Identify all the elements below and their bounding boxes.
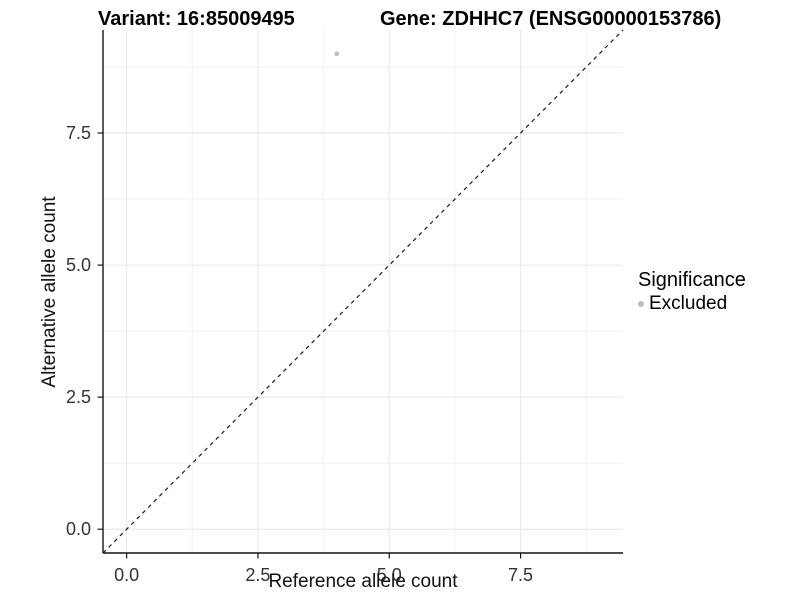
y-tick-label: 0.0 <box>66 519 91 539</box>
legend: Significance Excluded <box>638 268 746 315</box>
legend-item-excluded: Excluded <box>638 293 746 315</box>
y-tick-label: 5.0 <box>66 255 91 275</box>
y-axis-title: Alternative allele count <box>39 196 60 388</box>
x-tick-label: 5.0 <box>377 565 402 585</box>
variant-title: Variant: 16:85009495 <box>98 8 295 30</box>
y-tick-label: 2.5 <box>66 387 91 407</box>
x-tick-label: 2.5 <box>245 565 270 585</box>
y-tick-label: 7.5 <box>66 123 91 143</box>
x-axis-title: Reference allele count <box>268 571 458 592</box>
legend-title: Significance <box>638 269 746 291</box>
gene-title: Gene: ZDHHC7 (ENSG00000153786) <box>380 8 722 30</box>
x-tick-label: 7.5 <box>508 565 533 585</box>
data-point <box>334 51 340 57</box>
identity-dashed-line <box>102 29 624 554</box>
x-tick-label: 0.0 <box>114 565 139 585</box>
legend-item-label: Excluded <box>649 293 728 314</box>
excluded-point-icon <box>638 301 644 307</box>
